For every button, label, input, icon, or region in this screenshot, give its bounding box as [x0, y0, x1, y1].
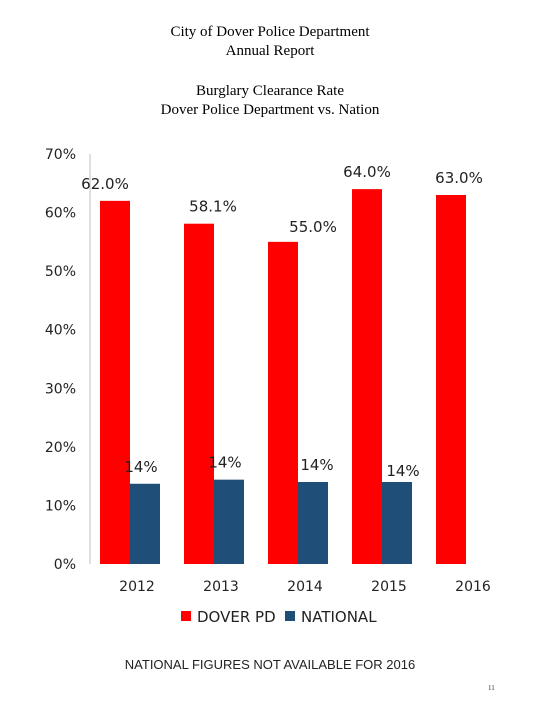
report-header: City of Dover Police Department Annual R…: [0, 23, 540, 61]
legend-swatch-national: [285, 611, 295, 621]
legend-label-dover: DOVER PD: [197, 608, 276, 626]
data-label-dover-2013: 58.1%: [189, 198, 237, 216]
chart-title-block: Burglary Clearance Rate Dover Police Dep…: [0, 82, 540, 120]
x-tick-label-2016: 2016: [455, 579, 491, 595]
data-label-dover-2012: 62.0%: [81, 175, 129, 193]
legend-swatch-dover: [181, 611, 191, 621]
y-tick-label: 60%: [45, 206, 76, 222]
bar-national-2015: [382, 482, 412, 564]
data-label-national-2012: 14%: [124, 458, 157, 476]
page-number: 11: [488, 684, 495, 692]
report-header-line1: City of Dover Police Department: [170, 24, 370, 40]
y-tick-label: 10%: [45, 498, 76, 514]
bar-national-2012: [130, 483, 160, 564]
x-tick-label-2014: 2014: [287, 579, 323, 595]
data-label-national-2013: 14%: [208, 454, 241, 472]
y-tick-label: 50%: [45, 264, 76, 280]
y-tick-label: 20%: [45, 440, 76, 456]
data-label-dover-2016: 63.0%: [435, 169, 483, 187]
bar-national-2014: [298, 482, 328, 564]
footnote: NATIONAL FIGURES NOT AVAILABLE FOR 2016: [124, 657, 416, 672]
legend-label-national: NATIONAL: [301, 608, 377, 626]
report-header-line2: Annual Report: [225, 43, 315, 59]
bar-dover-2016: [436, 195, 466, 564]
chart-title: Burglary Clearance Rate: [196, 83, 344, 99]
bar-chart: 0% 10% 20% 30% 40% 50% 60% 70% 62.0% 14% 2012 58.1%…: [45, 147, 491, 626]
y-tick-label: 30%: [45, 381, 76, 397]
data-label-national-2014: 14%: [300, 456, 333, 474]
bar-national-2013: [214, 479, 244, 564]
bar-dover-2015: [352, 189, 382, 564]
y-tick-label: 70%: [45, 147, 76, 163]
data-label-dover-2015: 64.0%: [343, 163, 391, 181]
bar-dover-2014: [268, 241, 298, 564]
data-label-dover-2014: 55.0%: [289, 218, 337, 236]
bar-dover-2012: [100, 200, 130, 564]
x-tick-label-2015: 2015: [371, 579, 407, 595]
bar-dover-2013: [184, 223, 214, 564]
x-tick-label-2013: 2013: [203, 579, 239, 595]
x-tick-label-2012: 2012: [119, 579, 155, 595]
y-tick-label: 0%: [54, 557, 76, 573]
chart-subtitle: Dover Police Department vs. Nation: [160, 102, 380, 118]
y-tick-label: 40%: [45, 323, 76, 339]
data-label-national-2015: 14%: [386, 462, 419, 480]
